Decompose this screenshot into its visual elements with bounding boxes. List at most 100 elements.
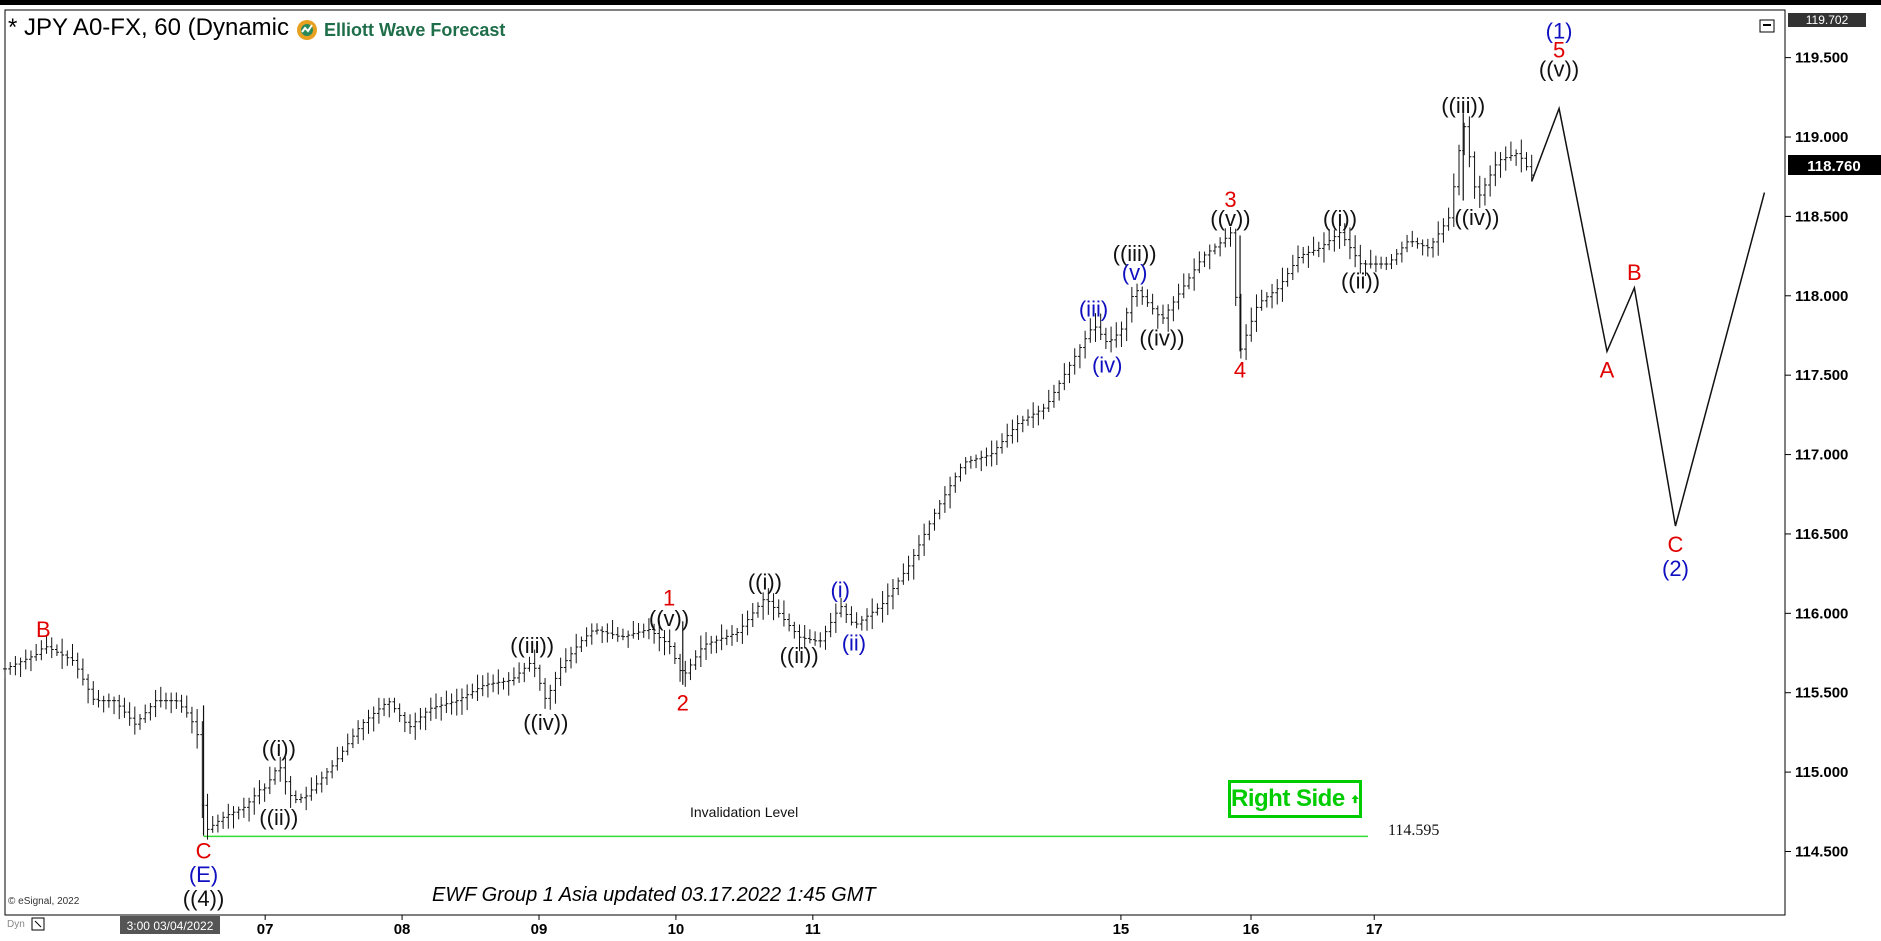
- price-bar: [1197, 251, 1202, 274]
- wave-label: C: [196, 838, 212, 863]
- price-bar: [1046, 389, 1051, 413]
- price-bar: [293, 790, 298, 804]
- wave-label: ((i)): [748, 570, 782, 595]
- price-bar: [439, 696, 444, 721]
- wave-label: 3: [1224, 187, 1236, 212]
- price-bar: [1420, 239, 1425, 256]
- wave-label: ((ii)): [259, 805, 298, 830]
- price-bar: [937, 500, 942, 520]
- wave-label: (iv): [1092, 353, 1123, 378]
- y-tick-label: 116.000: [1795, 605, 1848, 622]
- price-bar: [215, 814, 220, 833]
- price-bar: [1186, 273, 1191, 290]
- price-bar: [304, 786, 309, 811]
- price-bar: [454, 688, 459, 716]
- price-bar: [693, 650, 698, 670]
- wave-label: ((4)): [183, 886, 225, 911]
- wave-label: 4: [1234, 357, 1246, 382]
- price-box-top-value: 119.702: [1806, 13, 1849, 27]
- price-bar: [1316, 241, 1321, 258]
- price-bar: [1301, 246, 1306, 264]
- price-bar: [1155, 305, 1160, 329]
- wave-label: ((v)): [1210, 206, 1250, 231]
- price-bar: [356, 720, 361, 744]
- wave-label: ((i)): [262, 736, 296, 761]
- price-bar: [1192, 258, 1197, 291]
- price-bar: [371, 706, 376, 732]
- price-bar: [1005, 423, 1010, 448]
- price-bar: [1482, 177, 1487, 206]
- price-bar: [1181, 273, 1186, 299]
- price-bar: [698, 635, 703, 667]
- time-label-value: 3:00 03/04/2022: [127, 919, 214, 933]
- price-bar: [65, 650, 70, 666]
- price-bar: [1150, 293, 1155, 315]
- price-bar: [683, 660, 688, 687]
- price-bar: [922, 523, 927, 556]
- price-bar: [787, 613, 792, 632]
- price-bar: [927, 520, 932, 541]
- dyn-indicator[interactable]: Dyn: [7, 917, 45, 931]
- price-bar: [1098, 313, 1103, 341]
- price-bar: [994, 440, 999, 466]
- y-tick-label: 119.000: [1795, 129, 1848, 146]
- price-bar: [491, 674, 496, 693]
- x-tick-label: 10: [668, 921, 685, 938]
- price-bar: [1441, 218, 1446, 243]
- price-box-top: 119.702: [1788, 13, 1866, 27]
- price-bar: [646, 618, 651, 640]
- current-price-value: 118.760: [1807, 158, 1860, 175]
- wave-label: ((iii)): [1113, 241, 1157, 266]
- price-bar: [1498, 152, 1503, 178]
- price-bar: [1431, 237, 1436, 258]
- price-bar: [579, 636, 584, 652]
- price-bar: [1280, 267, 1285, 302]
- price-bar: [106, 693, 111, 708]
- price-bar: [231, 806, 236, 829]
- price-bar: [1124, 307, 1129, 342]
- ewf-gear-logo-icon: [297, 20, 317, 40]
- price-bar: [288, 775, 293, 808]
- price-bar: [1524, 152, 1529, 171]
- price-bar: [1072, 348, 1077, 375]
- price-bar: [252, 787, 257, 815]
- price-bar: [522, 662, 527, 683]
- price-bar: [392, 697, 397, 713]
- price-bar: [278, 756, 283, 782]
- invalidation-price: 114.595: [1388, 822, 1440, 839]
- update-note: EWF Group 1 Asia updated 03.17.2022 1:45…: [432, 884, 876, 906]
- price-bar: [745, 610, 750, 636]
- price-bar: [735, 627, 740, 642]
- price-bar: [563, 648, 568, 673]
- price-bar: [875, 603, 880, 616]
- price-bar: [138, 714, 143, 730]
- price-bar: [761, 592, 766, 620]
- price-bar: [1290, 254, 1295, 281]
- price-bar: [39, 640, 44, 661]
- price-bar: [729, 625, 734, 646]
- price-bar: [766, 588, 771, 615]
- wave-label: ((v)): [1539, 57, 1579, 82]
- price-bar: [3, 660, 7, 679]
- price-bar: [828, 612, 833, 638]
- settings-icon[interactable]: [1759, 19, 1775, 33]
- price-bar: [1399, 241, 1404, 263]
- price-bar: [34, 643, 39, 661]
- price-bar: [70, 643, 75, 666]
- price-bar: [1347, 227, 1352, 260]
- price-bar: [916, 535, 921, 561]
- price-bar: [953, 472, 958, 493]
- price-bar: [714, 635, 719, 654]
- price-bar: [309, 777, 314, 801]
- price-bar: [54, 644, 59, 656]
- price-bar: [1025, 409, 1030, 426]
- price-bar: [807, 629, 812, 644]
- price-bar: [1083, 330, 1088, 359]
- price-bar: [1015, 415, 1020, 443]
- price-bar: [797, 624, 802, 652]
- price-bar: [750, 603, 755, 628]
- price-bar: [23, 649, 28, 670]
- price-bar: [890, 578, 895, 610]
- price-bar: [974, 454, 979, 469]
- x-tick-label: 11: [805, 921, 821, 938]
